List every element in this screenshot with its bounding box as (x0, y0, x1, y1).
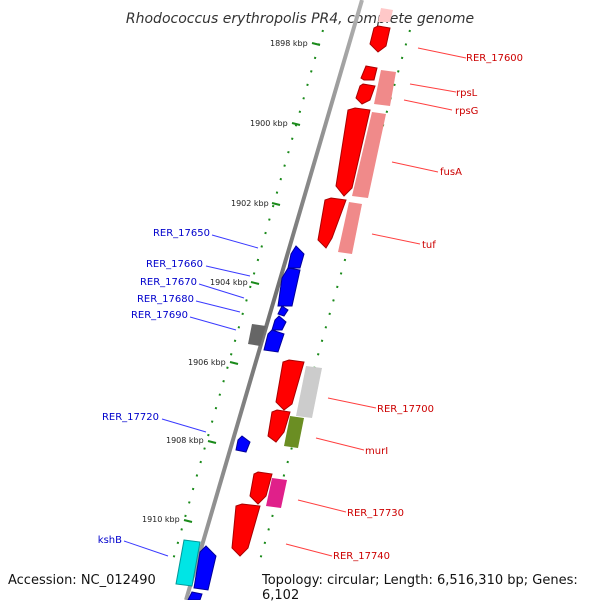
leader-line (371, 233, 421, 245)
gene-label-fusa[interactable]: fusA (440, 167, 462, 178)
leader-line (403, 99, 453, 111)
gene-label-rer-17740[interactable]: RER_17740 (333, 551, 390, 562)
gene-rer-17720-arrow[interactable] (235, 435, 251, 453)
leader-line (285, 543, 333, 557)
tick-label: 1910 kbp (142, 515, 180, 524)
gene-label-rpsg[interactable]: rpsG (455, 106, 478, 117)
gene-label-kshb[interactable]: kshB (98, 535, 122, 546)
leader-line (391, 161, 439, 173)
gene-kshb-arrow[interactable] (193, 545, 217, 591)
leader-line (211, 234, 259, 249)
leader-line (198, 283, 245, 299)
gene-label-rer-17670[interactable]: RER_17670 (140, 277, 197, 288)
forward-strand-genes (231, 8, 396, 557)
gene-rer-17730-product[interactable] (266, 478, 287, 508)
tick-label: 1904 kbp (210, 278, 248, 287)
gene-rer-17730-arrow[interactable] (249, 471, 273, 505)
gene-label-rer-17720[interactable]: RER_17720 (102, 412, 159, 423)
tick-mark (250, 281, 260, 285)
gene-rer-17600-product[interactable] (378, 8, 393, 22)
leader-line (297, 499, 347, 513)
gene-muri-product[interactable] (284, 416, 304, 448)
gene-label-rer-17680[interactable]: RER_17680 (137, 294, 194, 305)
tick-mark (311, 42, 321, 46)
leader-line (205, 265, 251, 277)
sequence-axis (184, 0, 364, 600)
gene-label-rer-17700[interactable]: RER_17700 (377, 404, 434, 415)
map-title: Rhodococcus erythropolis PR4, complete g… (126, 11, 474, 27)
gene-rpsg-arrow[interactable] (355, 83, 376, 105)
gene-fusa-product[interactable] (352, 112, 386, 198)
gene-tuf-arrow[interactable] (317, 197, 347, 249)
right-gene-labels: RER_17600 rpsL rpsG fusA tuf RER_17700 m… (285, 47, 523, 562)
gene-rer-17690-product[interactable] (248, 324, 266, 346)
leader-line (189, 316, 237, 331)
leader-line (409, 83, 457, 93)
gene-rer-17600-arrow[interactable] (369, 25, 391, 53)
gene-label-muri[interactable]: murI (365, 446, 388, 457)
leader-line (123, 540, 169, 557)
guide-track-outer-left (172, 29, 324, 561)
leader-line (161, 418, 207, 433)
tick-mark (207, 440, 217, 444)
tick-label: 1900 kbp (250, 119, 288, 128)
tick-label: 1906 kbp (188, 358, 226, 367)
tick-mark (229, 361, 239, 365)
gene-label-tuf[interactable]: tuf (422, 240, 436, 251)
tick-label: 1908 kbp (166, 436, 204, 445)
tick-mark (291, 122, 301, 126)
gene-tuf-product[interactable] (338, 202, 362, 254)
topology-text: Topology: circular; Length: 6,516,310 bp… (262, 573, 578, 603)
tick-label: 1898 kbp (270, 39, 308, 48)
gene-rer-17660-arrow[interactable] (277, 267, 301, 307)
gene-rer-17700-product[interactable] (296, 366, 322, 418)
gene-label-rer-17660[interactable]: RER_17660 (146, 259, 203, 270)
leader-line (327, 397, 377, 409)
gene-label-rer-17650[interactable]: RER_17650 (153, 228, 210, 239)
gene-fusa-arrow[interactable] (335, 107, 371, 197)
gene-rpsl-product[interactable] (374, 70, 396, 106)
gene-label-rer-17730[interactable]: RER_17730 (347, 508, 404, 519)
gene-rer-17700-arrow[interactable] (275, 359, 305, 411)
gene-label-rpsl[interactable]: rpsL (456, 88, 478, 99)
scale-ticks: 1898 kbp 1900 kbp 1902 kbp 1904 kbp 1906… (142, 39, 321, 524)
leader-line (195, 300, 241, 313)
left-gene-labels: RER_17650 RER_17660 RER_17670 RER_17680 … (98, 228, 259, 557)
gene-next-arrow[interactable] (187, 591, 203, 600)
leader-line (417, 47, 467, 59)
gene-kshb-product[interactable] (175, 539, 201, 587)
accession-text: Accession: NC_012490 (8, 573, 156, 588)
gene-rer-17690-arrow[interactable] (263, 329, 285, 353)
tick-mark (271, 202, 281, 206)
tick-label: 1902 kbp (231, 199, 269, 208)
gene-rer-17650-arrow[interactable] (287, 245, 305, 269)
gene-rer-17670-arrow[interactable] (277, 305, 289, 317)
leader-line (315, 437, 365, 451)
tick-mark (183, 519, 193, 523)
reverse-strand-genes (175, 245, 305, 600)
gene-rer-17680-arrow[interactable] (271, 315, 287, 331)
gene-rpsl-arrow[interactable] (360, 65, 378, 81)
gene-muri-arrow[interactable] (267, 409, 291, 443)
gene-rer-17740-arrow[interactable] (231, 503, 261, 557)
gene-label-rer-17600[interactable]: RER_17600 (466, 53, 523, 64)
gene-label-rer-17690[interactable]: RER_17690 (131, 310, 188, 321)
